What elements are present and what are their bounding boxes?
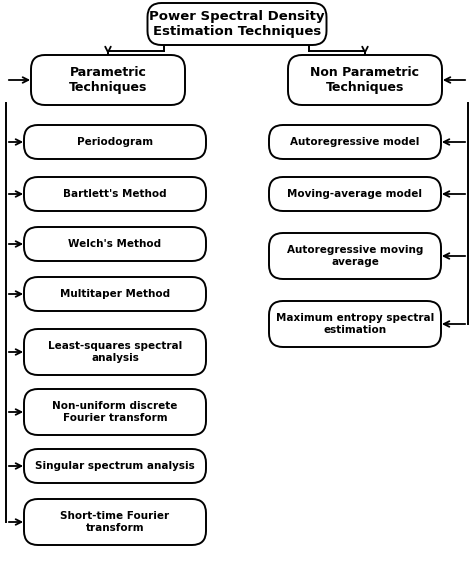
Text: Power Spectral Density
Estimation Techniques: Power Spectral Density Estimation Techni…: [149, 10, 325, 38]
Text: Maximum entropy spectral
estimation: Maximum entropy spectral estimation: [276, 313, 434, 335]
Text: Autoregressive model: Autoregressive model: [290, 137, 419, 147]
Text: Bartlett's Method: Bartlett's Method: [63, 189, 167, 199]
FancyBboxPatch shape: [147, 3, 327, 45]
FancyBboxPatch shape: [269, 301, 441, 347]
Text: Non-uniform discrete
Fourier transform: Non-uniform discrete Fourier transform: [52, 401, 178, 423]
FancyBboxPatch shape: [288, 55, 442, 105]
FancyBboxPatch shape: [24, 449, 206, 483]
FancyBboxPatch shape: [24, 329, 206, 375]
Text: Moving-average model: Moving-average model: [288, 189, 422, 199]
Text: Multitaper Method: Multitaper Method: [60, 289, 170, 299]
Text: Periodogram: Periodogram: [77, 137, 153, 147]
FancyBboxPatch shape: [24, 499, 206, 545]
Text: Singular spectrum analysis: Singular spectrum analysis: [35, 461, 195, 471]
FancyBboxPatch shape: [269, 125, 441, 159]
Text: Short-time Fourier
transform: Short-time Fourier transform: [61, 511, 170, 533]
FancyBboxPatch shape: [24, 125, 206, 159]
FancyBboxPatch shape: [31, 55, 185, 105]
FancyBboxPatch shape: [24, 227, 206, 261]
Text: Autoregressive moving
average: Autoregressive moving average: [287, 245, 423, 267]
FancyBboxPatch shape: [24, 277, 206, 311]
Text: Non Parametric
Techniques: Non Parametric Techniques: [310, 66, 419, 94]
FancyBboxPatch shape: [269, 177, 441, 211]
Text: Parametric
Techniques: Parametric Techniques: [69, 66, 147, 94]
Text: Welch's Method: Welch's Method: [68, 239, 162, 249]
FancyBboxPatch shape: [24, 389, 206, 435]
FancyBboxPatch shape: [269, 233, 441, 279]
Text: Least-squares spectral
analysis: Least-squares spectral analysis: [48, 341, 182, 363]
FancyBboxPatch shape: [24, 177, 206, 211]
